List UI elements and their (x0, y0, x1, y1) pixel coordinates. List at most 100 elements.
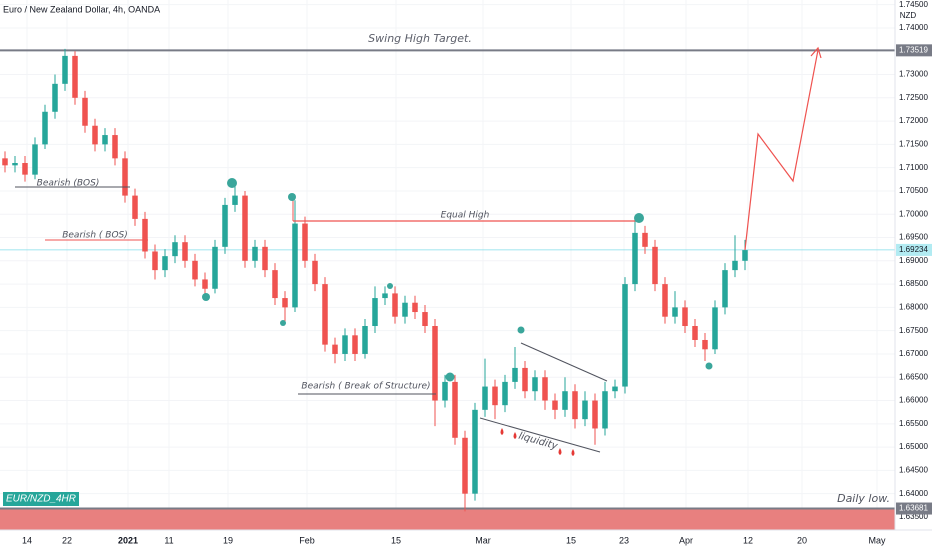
candle-body (522, 367, 528, 392)
candle-body (292, 223, 298, 308)
annotation: Bearish ( BOS) (62, 231, 128, 241)
swing-point (227, 178, 237, 188)
candle-body (552, 400, 558, 410)
y-tick-label: 1.73000 (899, 70, 928, 79)
price-label: 1.73519 (899, 45, 928, 54)
candle-body (702, 339, 708, 350)
x-tick-label: 23 (619, 535, 629, 545)
candle-body (722, 270, 728, 308)
swing-point (387, 283, 393, 289)
candle-body (62, 55, 68, 84)
y-tick-label: 1.64500 (899, 465, 928, 474)
candle-body (2, 158, 8, 166)
x-tick-label: 15 (391, 535, 401, 545)
candle-body (102, 135, 108, 145)
candle-body (652, 246, 658, 285)
candle-body (162, 256, 168, 271)
candle-body (412, 302, 418, 313)
swing-point (705, 362, 713, 370)
candle-body (362, 326, 368, 354)
candle-body (662, 284, 668, 317)
candle-body (342, 335, 348, 354)
annotation: Equal High (441, 211, 490, 221)
candle-body (152, 251, 158, 271)
x-tick-label: 20 (797, 535, 807, 545)
candle-body (332, 344, 338, 354)
candle-body (642, 232, 648, 247)
drop (558, 448, 562, 455)
x-tick-label: 22 (62, 535, 72, 545)
wedge-line (520, 342, 608, 382)
y-tick-label: 1.74500 (899, 0, 928, 9)
y-tick-label: 1.65000 (899, 442, 928, 451)
y-tick-label: 1.65500 (899, 419, 928, 428)
y-tick-label: 1.64000 (899, 489, 928, 498)
candle-body (142, 218, 148, 252)
y-tick-label: 1.70000 (899, 209, 928, 218)
x-tick-label: Apr (679, 535, 693, 545)
y-tick-label: 1.67000 (899, 349, 928, 358)
candle-body (592, 400, 598, 429)
y-tick-label: 1.70500 (899, 186, 928, 195)
y-tick-label: 1.69000 (899, 256, 928, 265)
daily-low-zone (0, 508, 895, 530)
candle-body (602, 391, 608, 429)
candle-body (352, 335, 358, 354)
candle-body (532, 377, 538, 392)
candle-body (222, 204, 228, 247)
y-tick-label: 1.69500 (899, 233, 928, 242)
currency-label: NZD (900, 11, 917, 20)
candle-body (212, 246, 218, 289)
candle-body (422, 312, 428, 327)
candle-body (172, 242, 178, 257)
candle-body (22, 163, 28, 175)
axes: 1.74500 1.74000 1.73000 1.72500 1.72000 1.715… (22, 0, 932, 545)
candle-body (42, 111, 48, 145)
candle-body (122, 158, 128, 196)
candle-body (12, 163, 18, 166)
y-tick-label: 1.67500 (899, 326, 928, 335)
x-tick-label: 11 (164, 535, 173, 545)
y-tick-label: 1.72500 (899, 93, 928, 102)
x-tick-label: 2021 (118, 535, 138, 545)
candle-body (262, 246, 268, 271)
drops (500, 428, 575, 456)
candle-body (482, 386, 488, 410)
candle-body (82, 97, 88, 126)
candle-body (252, 246, 258, 261)
candle-body (742, 250, 748, 261)
x-tick-label: Feb (299, 535, 315, 545)
y-tick-label: 1.66500 (899, 372, 928, 381)
candle-body (452, 381, 458, 438)
candle-body (442, 381, 448, 401)
candle-body (232, 195, 238, 205)
x-tick-label: Mar (475, 535, 491, 545)
candle-body (502, 381, 508, 406)
candle-body (32, 144, 38, 175)
candle-body (382, 293, 388, 299)
candle-body (672, 307, 678, 317)
candle-body (572, 391, 578, 420)
swing-point (202, 293, 210, 301)
candle-body (512, 367, 518, 382)
candle-body (72, 55, 78, 98)
candle-body (192, 260, 198, 280)
projection (744, 49, 819, 251)
annotation: Daily low. (837, 492, 890, 505)
price-label-box (896, 44, 932, 57)
candle-body (432, 326, 438, 401)
x-tick-label: 15 (566, 535, 576, 545)
annotation: Bearish ( Break of Structure) (301, 382, 430, 392)
drop (513, 432, 517, 439)
candle-body (372, 298, 378, 327)
candle-body (52, 83, 58, 112)
candle-body (462, 437, 468, 494)
price-label-box (896, 243, 932, 256)
candles (2, 48, 748, 512)
candle-body (562, 391, 568, 410)
candle-body (622, 284, 628, 387)
swing-point (634, 213, 644, 223)
candle-body (182, 242, 188, 261)
candle-body (322, 284, 328, 345)
y-tick-label: 1.71500 (899, 139, 928, 148)
